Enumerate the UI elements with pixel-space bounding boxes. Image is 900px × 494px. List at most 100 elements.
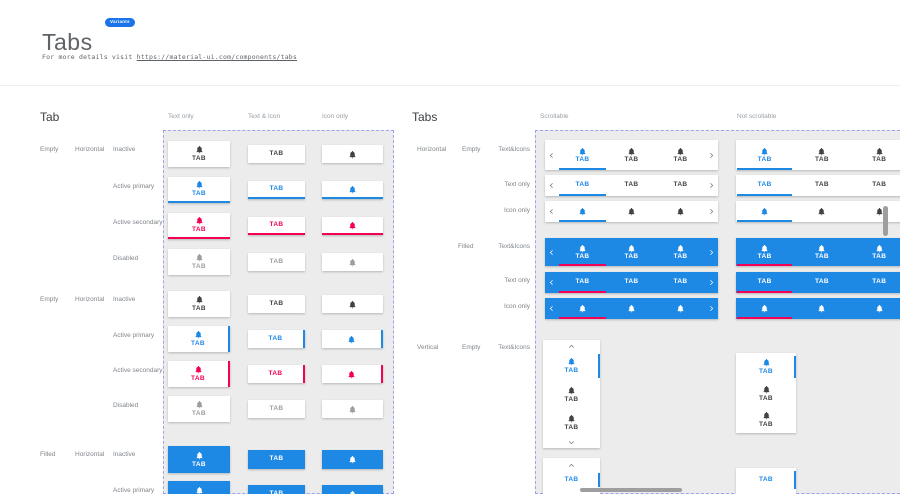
- tab-active[interactable]: [736, 201, 793, 222]
- chevron-down-icon[interactable]: [543, 437, 600, 447]
- tab[interactable]: TAB: [543, 381, 600, 409]
- bell-icon: [348, 455, 357, 464]
- tab-cell[interactable]: [322, 253, 383, 271]
- tab[interactable]: [793, 298, 850, 319]
- tab[interactable]: TAB: [656, 272, 705, 293]
- tab-cell[interactable]: TAB: [168, 291, 230, 317]
- tab-cell[interactable]: TAB: [168, 481, 230, 494]
- tab-cell[interactable]: [322, 181, 383, 199]
- tab[interactable]: TAB: [607, 238, 656, 266]
- tab-cell[interactable]: [322, 330, 383, 348]
- tab[interactable]: [851, 298, 900, 319]
- tab-cell[interactable]: TAB: [248, 295, 305, 313]
- chevron-right-icon[interactable]: [705, 175, 718, 196]
- tab-cell[interactable]: TAB: [168, 249, 230, 275]
- content-label: Text only: [504, 181, 530, 188]
- fill-label: Empty: [462, 344, 481, 351]
- tab[interactable]: TAB: [793, 140, 850, 170]
- tab-cell[interactable]: TAB: [248, 181, 305, 199]
- chevron-left-icon[interactable]: [545, 175, 558, 196]
- tab-cell[interactable]: TAB: [168, 396, 230, 422]
- tab-active[interactable]: [736, 298, 793, 319]
- tab-cell[interactable]: TAB: [248, 330, 305, 348]
- tab-cell[interactable]: [322, 295, 383, 313]
- tab[interactable]: TAB: [851, 272, 900, 293]
- tab-cell[interactable]: TAB: [248, 400, 305, 418]
- tab-label: TAB: [191, 190, 207, 198]
- tab[interactable]: [607, 201, 656, 222]
- tab-active[interactable]: TAB: [558, 140, 607, 170]
- tab[interactable]: TAB: [607, 140, 656, 170]
- tab[interactable]: TAB: [607, 175, 656, 196]
- tab[interactable]: [793, 201, 850, 222]
- tab-cell[interactable]: TAB: [168, 141, 230, 167]
- tab[interactable]: TAB: [736, 407, 796, 433]
- tab-bar-fixed-filled: [736, 298, 900, 319]
- vertical-scrollbar[interactable]: [883, 206, 888, 236]
- tab-active[interactable]: [558, 201, 607, 222]
- chevron-left-icon[interactable]: [545, 298, 558, 319]
- tab-active[interactable]: TAB: [558, 175, 607, 196]
- tab[interactable]: TAB: [793, 175, 850, 196]
- tab-cell[interactable]: [322, 217, 383, 235]
- chevron-up-icon[interactable]: [543, 341, 600, 351]
- tab[interactable]: [607, 298, 656, 319]
- tab[interactable]: TAB: [793, 272, 850, 293]
- chevron-left-icon[interactable]: [545, 140, 558, 170]
- chevron-left-icon[interactable]: [545, 201, 558, 222]
- tab[interactable]: TAB: [656, 140, 705, 170]
- tab[interactable]: TAB: [543, 409, 600, 437]
- tab-cell[interactable]: [322, 485, 383, 494]
- tab-cell[interactable]: [322, 450, 383, 469]
- tab-cell[interactable]: TAB: [248, 217, 305, 235]
- tab-cell[interactable]: TAB: [168, 326, 230, 352]
- tab[interactable]: TAB: [851, 175, 900, 196]
- chevron-up-icon[interactable]: [543, 460, 600, 470]
- tab[interactable]: TAB: [851, 140, 900, 170]
- tab-label: TAB: [269, 490, 284, 494]
- tab-cell[interactable]: [322, 145, 383, 163]
- tab-cell[interactable]: [322, 365, 383, 383]
- chevron-right-icon[interactable]: [705, 272, 718, 293]
- tab[interactable]: TAB: [793, 238, 850, 266]
- tab-cell[interactable]: TAB: [248, 450, 305, 469]
- tab-cell[interactable]: [322, 400, 383, 418]
- horizontal-scrollbar[interactable]: [580, 488, 682, 492]
- tab-cell[interactable]: TAB: [168, 213, 230, 239]
- tab-active[interactable]: TAB: [558, 272, 607, 293]
- tab-active[interactable]: TAB: [543, 351, 600, 381]
- tab[interactable]: [656, 201, 705, 222]
- tab-active[interactable]: TAB: [736, 272, 793, 293]
- tab[interactable]: TAB: [656, 175, 705, 196]
- tab-cell[interactable]: TAB: [248, 145, 305, 163]
- tab-active[interactable]: TAB: [736, 468, 796, 492]
- chevron-left-icon[interactable]: [545, 238, 558, 266]
- tab[interactable]: TAB: [607, 272, 656, 293]
- tab[interactable]: TAB: [851, 238, 900, 266]
- chevron-right-icon[interactable]: [705, 140, 718, 170]
- chevron-left-icon[interactable]: [545, 272, 558, 293]
- bell-icon: [348, 490, 357, 494]
- tab[interactable]: TAB: [736, 381, 796, 407]
- tab-active[interactable]: TAB: [736, 175, 793, 196]
- tab-cell[interactable]: TAB: [168, 177, 230, 203]
- tab-active[interactable]: TAB: [736, 238, 793, 266]
- tab-active[interactable]: TAB: [543, 470, 600, 490]
- tab[interactable]: [851, 201, 900, 222]
- tab-cell[interactable]: TAB: [168, 446, 230, 473]
- tab[interactable]: [656, 298, 705, 319]
- bell-icon: [762, 358, 771, 367]
- chevron-right-icon[interactable]: [705, 298, 718, 319]
- tab-active[interactable]: [558, 298, 607, 319]
- docs-link[interactable]: https://material-ui.com/components/tabs: [136, 53, 298, 61]
- tab-cell[interactable]: TAB: [248, 365, 305, 383]
- tab-active[interactable]: TAB: [558, 238, 607, 266]
- tab-active[interactable]: TAB: [736, 353, 796, 381]
- tab-cell[interactable]: TAB: [248, 253, 305, 271]
- tab-cell[interactable]: TAB: [248, 485, 305, 494]
- chevron-right-icon[interactable]: [705, 238, 718, 266]
- tab[interactable]: TAB: [656, 238, 705, 266]
- chevron-right-icon[interactable]: [705, 201, 718, 222]
- tab-cell[interactable]: TAB: [168, 361, 230, 387]
- tab-active[interactable]: TAB: [736, 140, 793, 170]
